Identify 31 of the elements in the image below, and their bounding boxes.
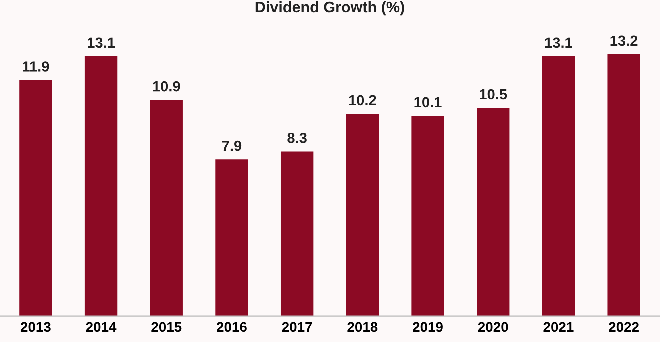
x-tick-label: 2019 xyxy=(413,322,443,332)
x-tick-label: 2014 xyxy=(86,322,117,332)
bar xyxy=(280,152,314,316)
x-tick-label: 2016 xyxy=(217,322,247,332)
data-label: 10.2 xyxy=(349,95,376,106)
bar xyxy=(542,56,576,316)
data-label: 13.1 xyxy=(545,38,572,48)
bar xyxy=(346,114,380,316)
chart-title: Dividend Growth (%) xyxy=(256,1,404,16)
data-label: 10.1 xyxy=(414,97,442,108)
x-tick-label: 2021 xyxy=(544,322,574,332)
bar xyxy=(84,56,118,316)
x-tick-label: 2018 xyxy=(348,322,378,332)
bar xyxy=(608,54,640,316)
bar xyxy=(412,116,444,316)
bar xyxy=(150,100,183,316)
data-label: 7.9 xyxy=(222,140,242,152)
x-tick-label: 2013 xyxy=(20,322,51,332)
data-label: 10.9 xyxy=(153,81,180,92)
bar xyxy=(20,80,52,316)
data-label: 8.3 xyxy=(288,132,307,144)
bar xyxy=(477,108,510,316)
bar xyxy=(216,160,248,316)
data-label: 10.5 xyxy=(480,89,508,100)
data-label: 13.1 xyxy=(88,38,116,48)
data-label: 11.9 xyxy=(23,62,50,72)
x-tick-label: 2015 xyxy=(152,322,182,332)
x-tick-label: 2020 xyxy=(478,322,508,332)
x-tick-label: 2022 xyxy=(609,322,639,332)
x-tick-label: 2017 xyxy=(282,322,312,332)
data-label: 13.2 xyxy=(610,36,638,46)
